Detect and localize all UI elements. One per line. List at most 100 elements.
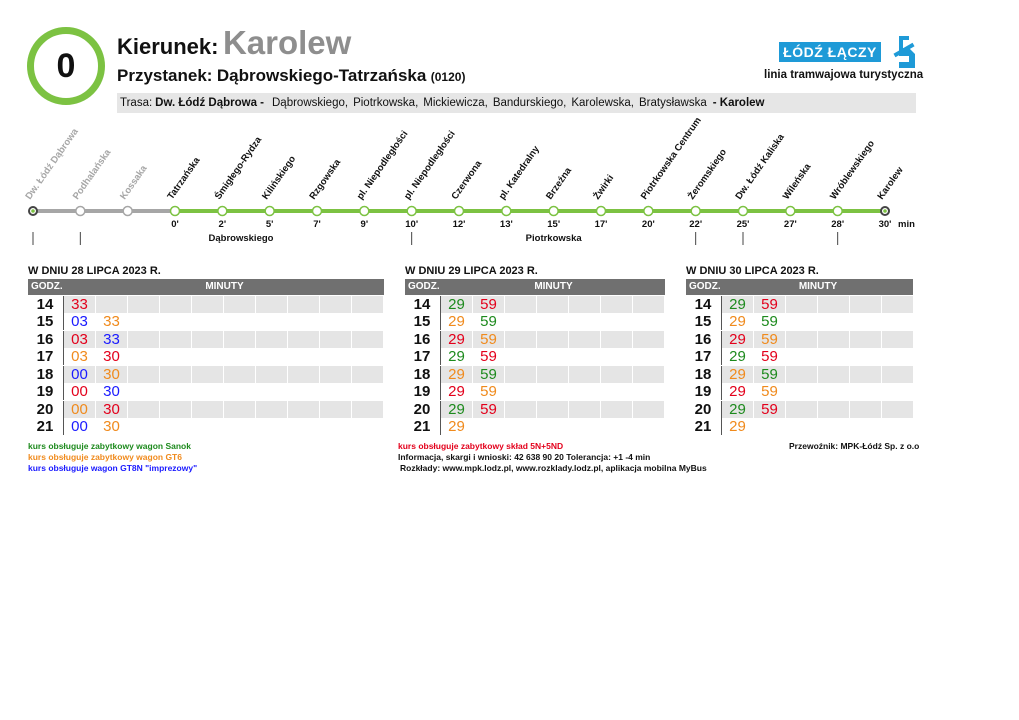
empty-minute-cell <box>818 330 849 348</box>
minute-cell: 29 <box>721 365 753 383</box>
route-label: Trasa: <box>120 97 153 109</box>
stop-marker <box>548 205 559 217</box>
stop-name-label: pl. Niepodległości <box>355 129 411 202</box>
empty-minute-cell <box>818 400 849 418</box>
stop-time-label: 25' <box>737 219 750 230</box>
minute-cell: 29 <box>440 330 472 348</box>
empty-minute-cell <box>786 365 817 383</box>
stop-time-label: 2' <box>219 219 227 230</box>
empty-minute-cell <box>786 400 817 418</box>
empty-minute-cell <box>320 295 351 313</box>
empty-minute-cell <box>288 348 319 365</box>
empty-minute-cell <box>850 313 881 330</box>
empty-minute-cell <box>601 313 632 330</box>
timetable-row: 20 00 30 <box>28 400 384 418</box>
day-table-header: GODZ. MINUTY <box>28 279 384 295</box>
empty-minute-cell <box>192 365 223 383</box>
timetable-row: 20 29 59 <box>686 400 913 418</box>
empty-minute-cell <box>320 365 351 383</box>
stop-marker <box>501 205 512 217</box>
timetable-row: 19 00 30 <box>28 383 384 400</box>
empty-minute-cell <box>224 330 255 348</box>
stop-marker <box>75 205 86 217</box>
direction-label: Kierunek: <box>117 34 219 59</box>
minute-cell: 59 <box>754 400 785 418</box>
hour-cell: 16 <box>36 330 54 348</box>
empty-minute-cell <box>850 348 881 365</box>
empty-minute-cell <box>288 330 319 348</box>
minute-cell: 59 <box>761 348 778 365</box>
day-table-header: GODZ. MINUTY <box>405 279 665 295</box>
empty-minute-cell <box>601 400 632 418</box>
empty-minute-cell <box>192 348 223 365</box>
hour-cell: 19 <box>36 383 54 400</box>
minute-cell: 29 <box>440 400 472 418</box>
minute-cell: 33 <box>103 313 120 330</box>
header-hour: GODZ. <box>31 281 63 292</box>
stop-name-label: Podhalańska <box>71 147 114 202</box>
empty-minute-cell <box>882 383 913 400</box>
day-timetable: W DNIU 30 LIPCA 2023 R. GODZ. MINUTY 14 29 59… <box>686 265 913 435</box>
empty-minute-cell <box>128 330 159 348</box>
minute-cell: 29 <box>440 418 472 435</box>
minute-cell: 30 <box>103 383 120 400</box>
route-street: Karolewska, <box>571 97 634 109</box>
empty-minute-cell <box>352 313 383 330</box>
stop-marker <box>169 205 181 217</box>
minute-cell: 03 <box>63 313 95 330</box>
empty-minute-cell <box>601 348 632 365</box>
timetable-row: 21 29 <box>686 418 913 435</box>
timetable-row: 14 33 <box>28 295 384 313</box>
timetable-row: 19 29 59 <box>405 383 665 400</box>
hour-cell: 19 <box>694 383 712 400</box>
stop-marker <box>785 205 796 217</box>
empty-minute-cell <box>633 418 664 435</box>
empty-minute-cell <box>288 295 319 313</box>
empty-minute-cell <box>192 330 223 348</box>
stop-marker <box>359 205 370 217</box>
stop-time-label: 28' <box>831 219 844 230</box>
empty-minute-cell <box>160 383 191 400</box>
stop-marker <box>453 205 465 217</box>
hour-cell: 20 <box>36 400 54 418</box>
empty-minute-cell <box>569 330 600 348</box>
stop-marker-dot <box>883 209 887 213</box>
empty-minute-cell <box>320 418 351 435</box>
stop-marker <box>122 205 133 217</box>
stop-time-label: 30' <box>879 219 892 230</box>
empty-minute-cell <box>256 418 287 435</box>
empty-minute-cell <box>786 383 817 400</box>
stop-name-label: Dw. Łódź Kaliska <box>733 132 787 202</box>
legend-orange: kurs obsługuje zabytkowy wagon GT6 <box>28 452 182 462</box>
line-number: 0 <box>56 46 76 85</box>
route-bar: Trasa: Dw. Łódź Dąbrowa - Dąbrowskiego, Pio… <box>117 93 916 113</box>
empty-minute-cell <box>505 418 536 435</box>
stop-marker <box>217 205 228 217</box>
empty-minute-cell <box>818 418 849 435</box>
header-hour: GODZ. <box>408 281 440 292</box>
minute-cell: 59 <box>754 330 785 348</box>
minute-cell: 59 <box>754 365 785 383</box>
empty-minute-cell <box>224 418 255 435</box>
empty-minute-cell <box>569 295 600 313</box>
empty-minute-cell <box>850 330 881 348</box>
empty-minute-cell <box>352 295 383 313</box>
minute-cell: 03 <box>63 348 95 365</box>
timetable-row: 14 29 59 <box>405 295 665 313</box>
stop-label: Przystanek: <box>117 66 213 85</box>
hour-cell: 19 <box>413 383 431 400</box>
empty-minute-cell <box>256 365 287 383</box>
minute-cell: 30 <box>103 418 120 435</box>
empty-minute-cell <box>505 400 536 418</box>
minute-cell: 03 <box>63 330 95 348</box>
hour-cell: 14 <box>413 295 431 313</box>
timetable-row: 16 03 33 <box>28 330 384 348</box>
timetable-row: 20 29 59 <box>405 400 665 418</box>
hour-cell: 18 <box>36 365 54 383</box>
header-hour: GODZ. <box>689 281 721 292</box>
empty-minute-cell <box>256 348 287 365</box>
minute-cell: 29 <box>440 365 472 383</box>
street-section-label: Dąbrowskiego <box>209 233 274 244</box>
empty-minute-cell <box>352 383 383 400</box>
empty-minute-cell <box>537 400 568 418</box>
